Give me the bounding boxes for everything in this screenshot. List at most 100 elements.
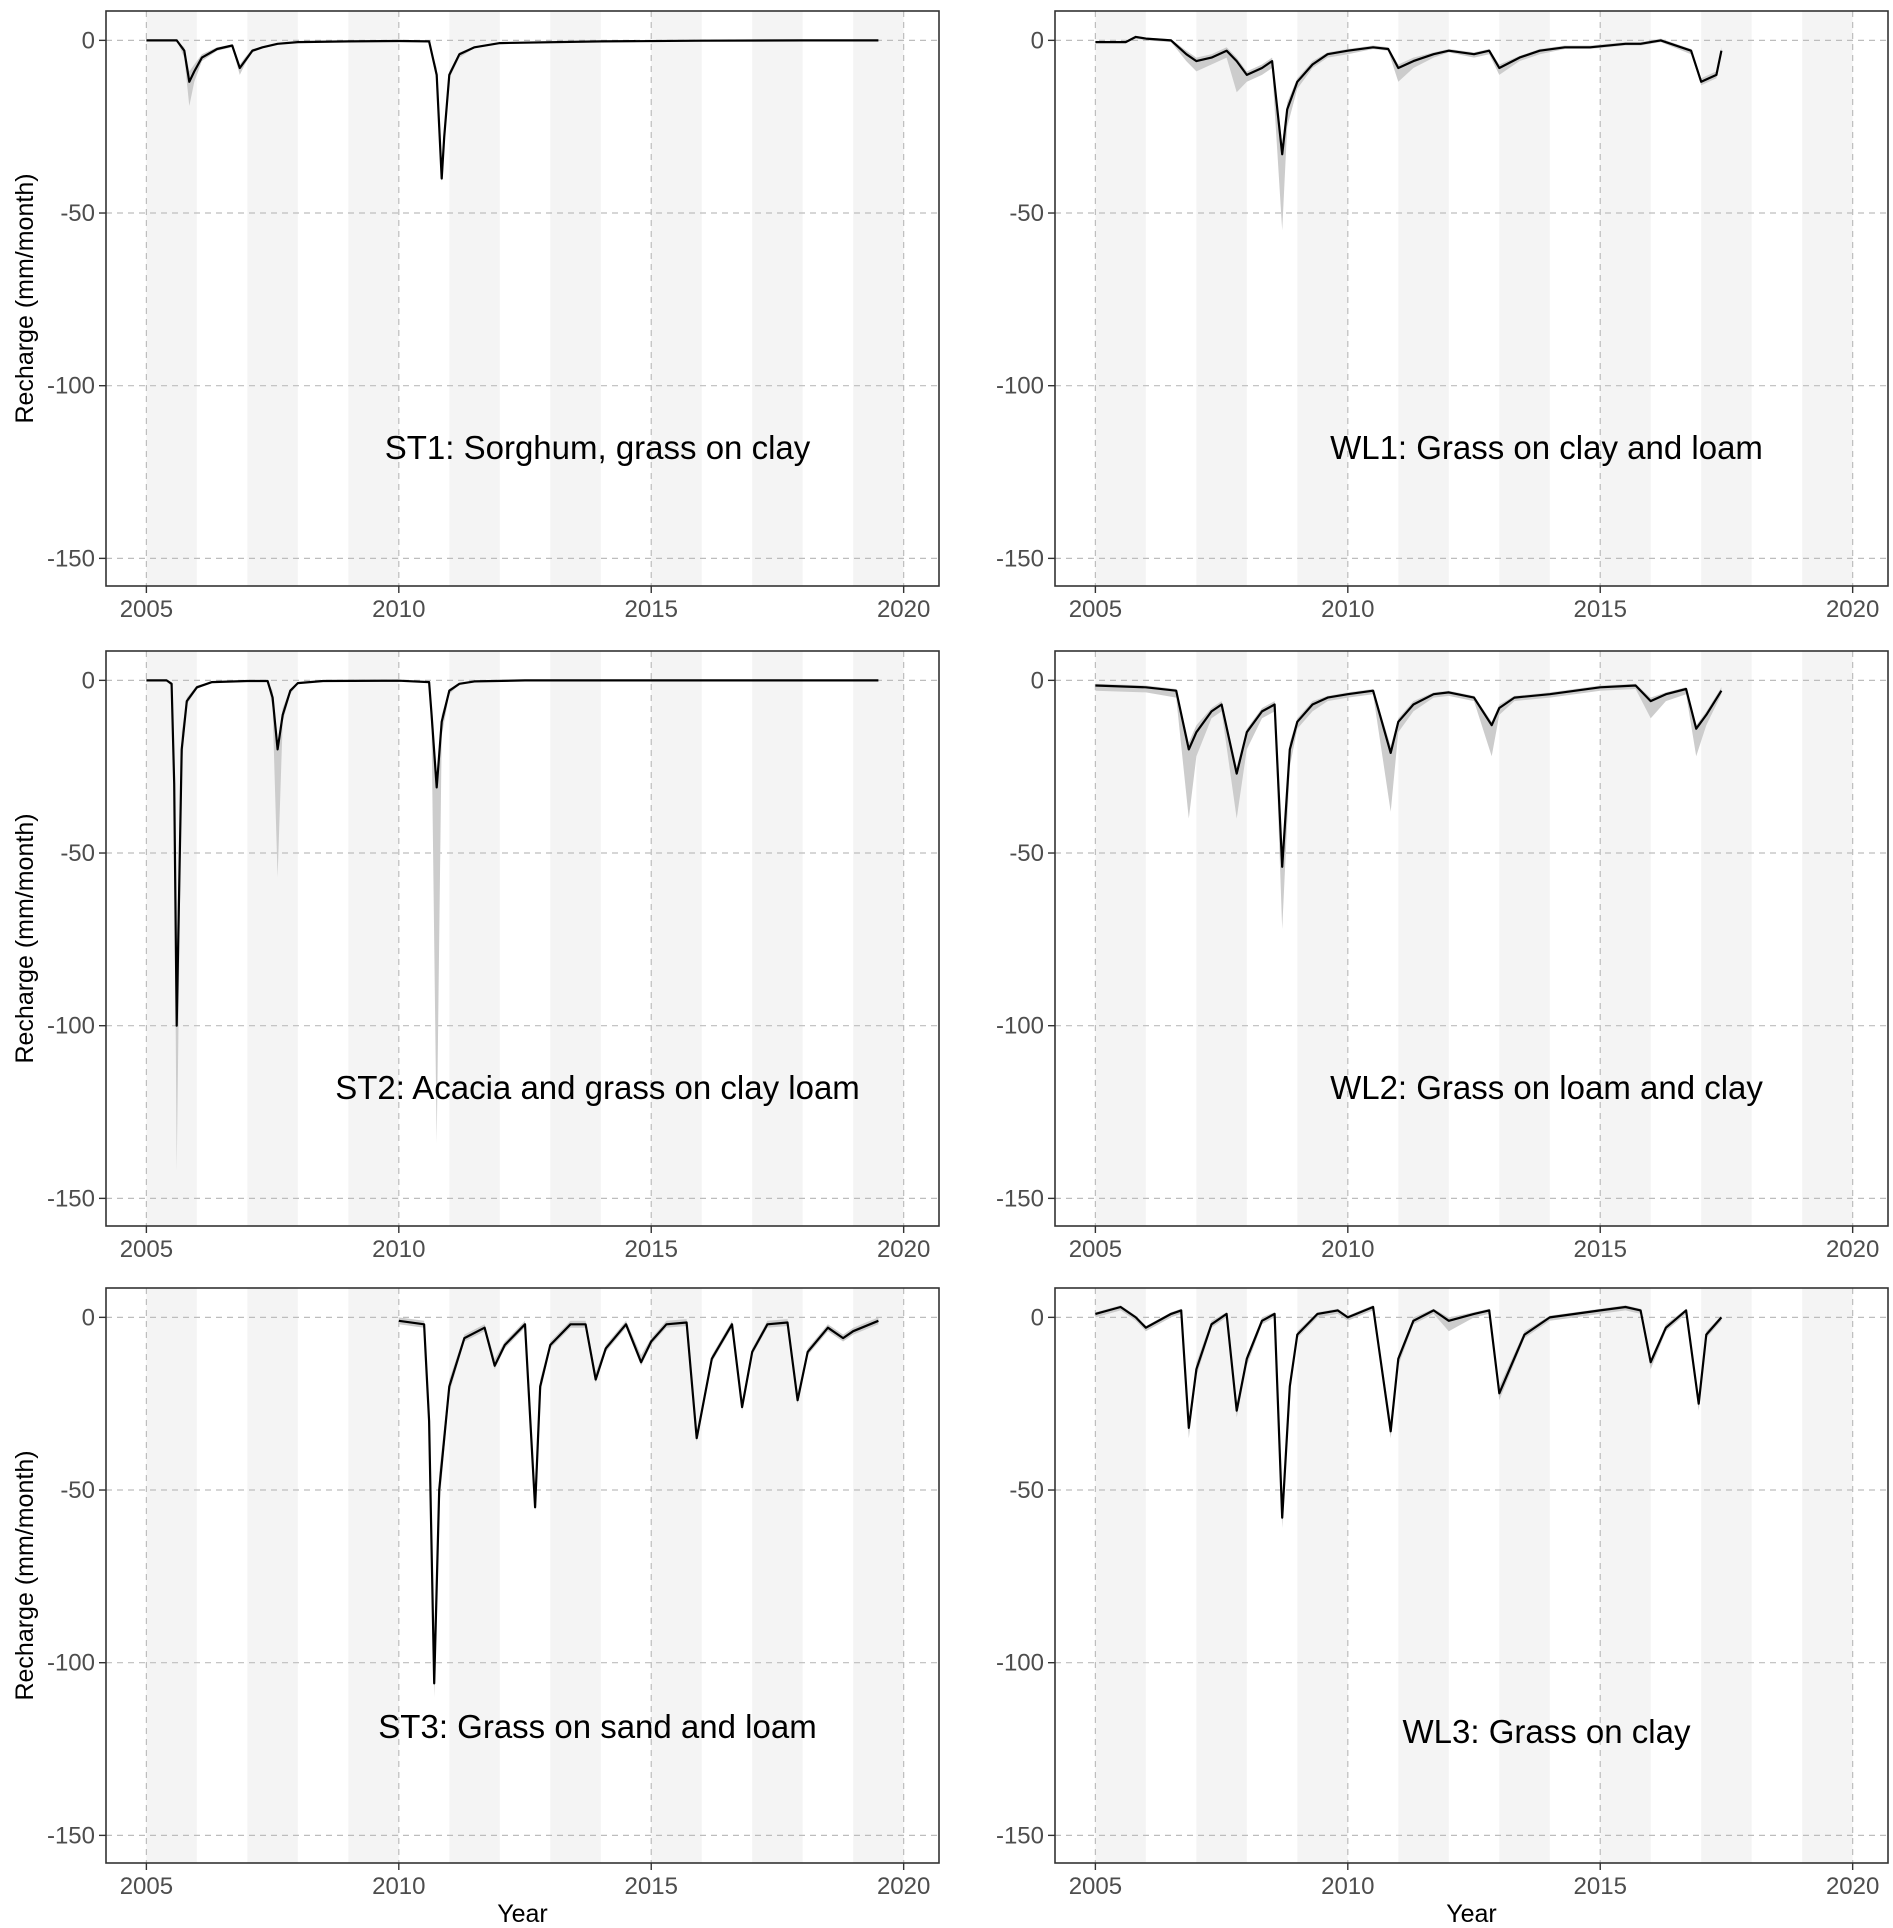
shaded-year-band [1600, 11, 1651, 586]
y-tick-label: -50 [1009, 200, 1044, 227]
y-axis-title: Recharge (mm/month) [11, 1450, 39, 1700]
x-tick-label: 2005 [1069, 1236, 1122, 1263]
panel-border [1054, 1287, 1889, 1864]
shaded-year-band [247, 1288, 298, 1863]
y-tick-label: 0 [82, 1304, 95, 1331]
shaded-year-band [1398, 11, 1449, 586]
shaded-year-band [752, 11, 803, 586]
x-tick-label: 2015 [1574, 1873, 1627, 1900]
shaded-year-band [1398, 1288, 1449, 1863]
shaded-year-band [853, 11, 904, 586]
y-tick-label: -150 [47, 1185, 95, 1212]
y-tick-label: -50 [1009, 1477, 1044, 1504]
shaded-year-band [651, 651, 702, 1226]
x-tick-label: 2020 [877, 596, 930, 623]
x-tick-label: 2010 [372, 596, 425, 623]
shaded-year-band [550, 651, 601, 1226]
shaded-year-band [1297, 651, 1348, 1226]
x-tick-label: 2005 [120, 1236, 173, 1263]
y-tick-label: -100 [47, 373, 95, 400]
x-tick-label: 2010 [1321, 1236, 1374, 1263]
panel-title: WL3: Grass on clay [1403, 1713, 1691, 1750]
panel-border [105, 650, 940, 1227]
chart-panel-2: 2005 2010 2015 2020 0 -50 -100 -150 WL1: Grass o… [996, 10, 1889, 623]
y-tick-label: 0 [1031, 27, 1044, 54]
series-line [146, 679, 879, 1027]
y-tick-label: -100 [996, 1650, 1044, 1677]
panel-title: WL2: Grass on loam and clay [1330, 1069, 1763, 1106]
x-tick-label: 2010 [372, 1873, 425, 1900]
chart-panel-4: 2005 2010 2015 2020 0 -50 -100 -150 WL2: Grass o… [996, 650, 1889, 1263]
y-tick-label: 0 [1031, 1304, 1044, 1331]
shaded-year-band [348, 1288, 399, 1863]
x-tick-label: 2010 [1321, 596, 1374, 623]
x-axis-title: Year [1446, 1900, 1497, 1928]
shaded-year-band [1095, 1288, 1146, 1863]
series-line [1095, 1305, 1723, 1519]
x-tick-label: 2005 [1069, 596, 1122, 623]
shaded-year-band [651, 1288, 702, 1863]
shaded-year-band [146, 651, 197, 1226]
x-tick-label: 2010 [1321, 1873, 1374, 1900]
shaded-year-band [1600, 1288, 1651, 1863]
shaded-year-band [1095, 651, 1146, 1226]
shaded-year-band [348, 651, 399, 1226]
y-tick-label: -100 [47, 1013, 95, 1040]
y-axis-title: Recharge (mm/month) [11, 173, 39, 423]
panel-border [1054, 650, 1889, 1227]
panel-border [1054, 10, 1889, 587]
shaded-year-band [1297, 1288, 1348, 1863]
shaded-year-band [1499, 1288, 1550, 1863]
shaded-year-band [449, 651, 500, 1226]
chart-panel-5: 2005 2010 2015 2020 0 -50 -100 -150 ST3: Grass o… [11, 1287, 940, 1928]
shaded-year-band [1802, 11, 1853, 586]
x-tick-label: 2020 [877, 1236, 930, 1263]
x-tick-label: 2015 [625, 1236, 678, 1263]
x-tick-label: 2020 [1826, 596, 1879, 623]
shaded-year-band [146, 1288, 197, 1863]
x-axis-title: Year [497, 1900, 548, 1928]
shaded-year-band [752, 651, 803, 1226]
chart-panel-6: 2005 2010 2015 2020 0 -50 -100 -150 WL3: Grass o… [996, 1287, 1889, 1928]
x-tick-label: 2005 [120, 596, 173, 623]
x-tick-label: 2005 [120, 1873, 173, 1900]
shaded-year-band [1499, 11, 1550, 586]
panel-title: ST1: Sorghum, grass on clay [385, 429, 811, 466]
shaded-year-band [348, 11, 399, 586]
shaded-year-band [1701, 651, 1752, 1226]
x-tick-label: 2020 [1826, 1873, 1879, 1900]
y-tick-label: -150 [996, 545, 1044, 572]
x-tick-label: 2015 [1574, 1236, 1627, 1263]
shaded-year-band [1802, 651, 1853, 1226]
y-tick-label: -100 [996, 1013, 1044, 1040]
shaded-year-band [1499, 651, 1550, 1226]
x-tick-label: 2015 [625, 1873, 678, 1900]
y-tick-label: 0 [82, 27, 95, 54]
shaded-year-band [550, 11, 601, 586]
chart-panel-1: 2005 2010 2015 2020 0 -50 -100 -150 ST1: Sorghum… [11, 10, 940, 623]
shaded-year-band [449, 11, 500, 586]
shaded-year-band [1398, 651, 1449, 1226]
chart-panels: 2005 2010 2015 2020 0 -50 -100 -150 ST1: Sorghum… [11, 10, 1889, 1928]
panel-title: ST2: Acacia and grass on clay loam [335, 1069, 860, 1106]
shaded-year-band [1701, 11, 1752, 586]
shaded-year-band [1701, 1288, 1752, 1863]
uncertainty-band [1095, 683, 1722, 929]
shaded-year-band [1196, 11, 1247, 586]
series-line [1095, 35, 1723, 156]
y-tick-label: -150 [47, 545, 95, 572]
y-tick-label: -50 [1009, 840, 1044, 867]
shaded-year-band [449, 1288, 500, 1863]
series-line [398, 1319, 879, 1685]
shaded-year-band [146, 11, 197, 586]
panel-title: WL1: Grass on clay and loam [1330, 429, 1763, 466]
shaded-year-band [752, 1288, 803, 1863]
x-tick-label: 2015 [625, 596, 678, 623]
shaded-year-band [1297, 11, 1348, 586]
y-tick-label: -50 [60, 200, 95, 227]
panel-border [105, 1287, 940, 1864]
series-line [1095, 684, 1723, 868]
y-tick-label: -100 [996, 373, 1044, 400]
shaded-year-band [853, 651, 904, 1226]
